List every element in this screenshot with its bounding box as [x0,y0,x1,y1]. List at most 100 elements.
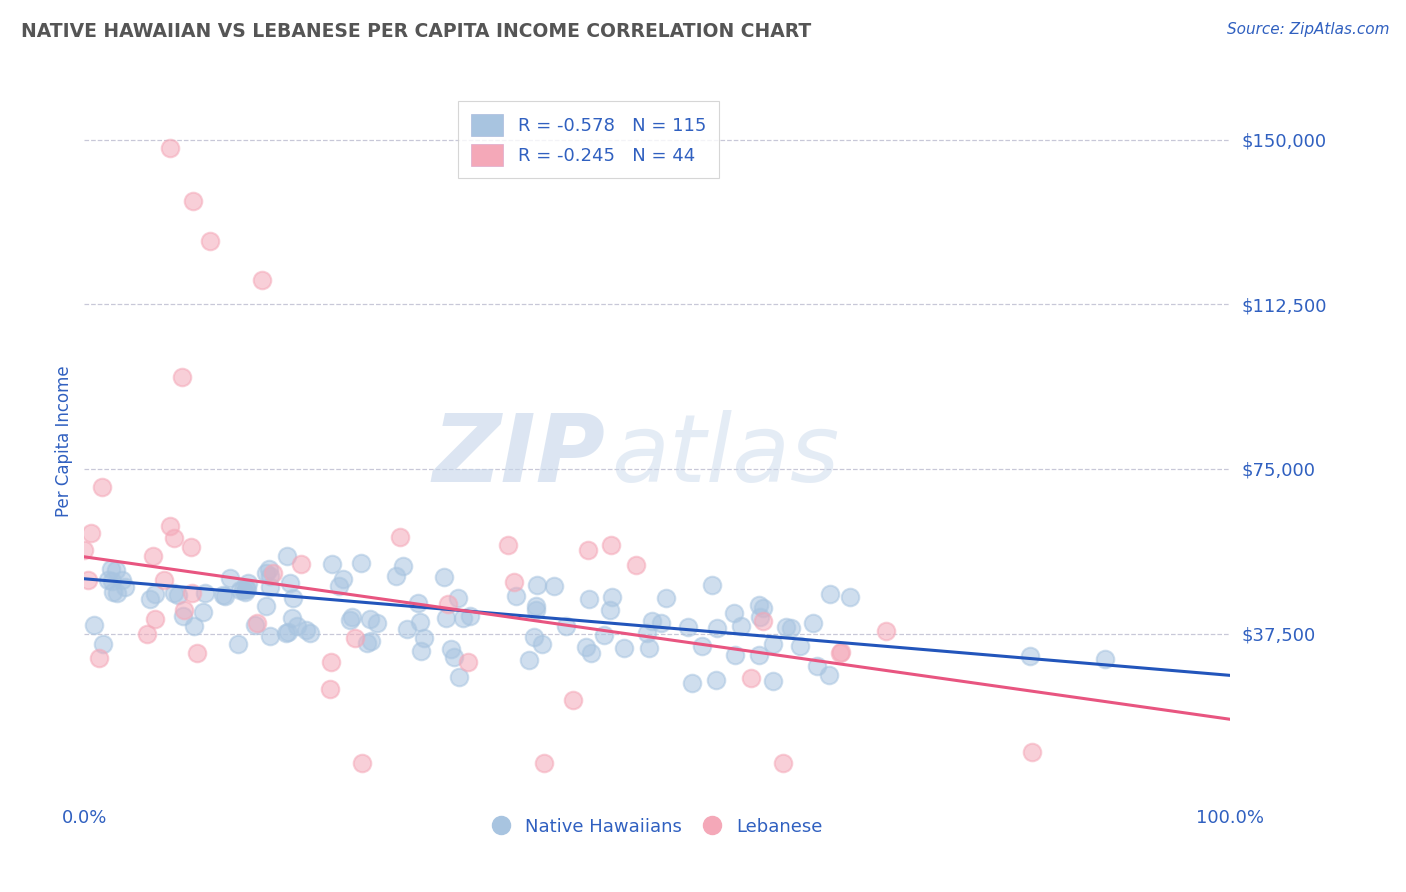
Point [97,573,120,587]
Point [818,587,841,601]
Point [748,599,770,613]
Point [285,619,308,633]
Point [613,640,636,655]
Point [555,619,578,633]
Point [290,558,312,572]
Point [531,637,554,651]
Point [232,582,254,597]
Point [276,549,298,563]
Point [89,650,111,665]
Point [250,273,273,287]
Point [522,630,544,644]
Point [413,631,436,645]
Point [655,591,678,606]
Point [143,612,166,626]
Point [830,646,852,660]
Point [751,601,773,615]
Point [752,614,775,628]
Point [505,589,527,603]
Point [235,582,257,596]
Point [524,599,547,614]
Point [214,589,236,603]
Point [706,621,728,635]
Point [91,637,114,651]
Point [259,629,281,643]
Point [1018,648,1040,663]
Point [332,572,354,586]
Point [350,557,373,571]
Point [318,682,340,697]
Point [200,234,222,248]
Text: ZIP: ZIP [433,409,606,502]
Point [384,569,406,583]
Point [236,582,259,597]
Point [90,479,112,493]
Point [593,628,616,642]
Point [395,622,418,636]
Point [238,575,260,590]
Point [163,586,186,600]
Point [524,603,547,617]
Point [503,575,526,590]
Point [172,609,194,624]
Point [183,618,205,632]
Point [101,574,124,589]
Point [650,615,672,630]
Point [443,650,465,665]
Point [276,625,298,640]
Point [181,194,204,208]
Point [772,756,794,771]
Point [457,655,479,669]
Point [280,576,302,591]
Point [451,611,474,625]
Point [153,573,176,587]
Point [173,603,195,617]
Point [437,597,460,611]
Point [110,573,132,587]
Point [447,591,470,606]
Point [277,624,299,639]
Point [212,588,235,602]
Point [1094,652,1116,666]
Point [789,639,811,653]
Point [170,369,193,384]
Point [409,615,432,629]
Point [180,540,202,554]
Text: atlas: atlas [612,410,839,501]
Point [159,519,181,533]
Point [562,693,585,707]
Point [219,571,242,585]
Point [392,558,415,573]
Point [406,597,429,611]
Point [350,756,373,771]
Point [114,580,136,594]
Point [624,558,647,572]
Y-axis label: Per Capita Income: Per Capita Income [55,366,73,517]
Point [839,590,862,604]
Point [599,602,621,616]
Point [579,646,602,660]
Point [226,637,249,651]
Point [676,619,699,633]
Point [602,591,624,605]
Point [740,671,762,685]
Point [193,605,215,619]
Point [142,549,165,563]
Point [104,563,127,577]
Point [366,615,388,630]
Point [543,579,565,593]
Point [359,612,381,626]
Point [321,557,343,571]
Point [159,141,181,155]
Point [105,586,128,600]
Point [690,639,713,653]
Point [440,641,463,656]
Point [339,613,361,627]
Point [229,583,252,598]
Point [254,599,277,614]
Point [254,566,277,581]
Point [194,585,217,599]
Point [80,525,103,540]
Point [83,618,105,632]
Point [409,644,432,658]
